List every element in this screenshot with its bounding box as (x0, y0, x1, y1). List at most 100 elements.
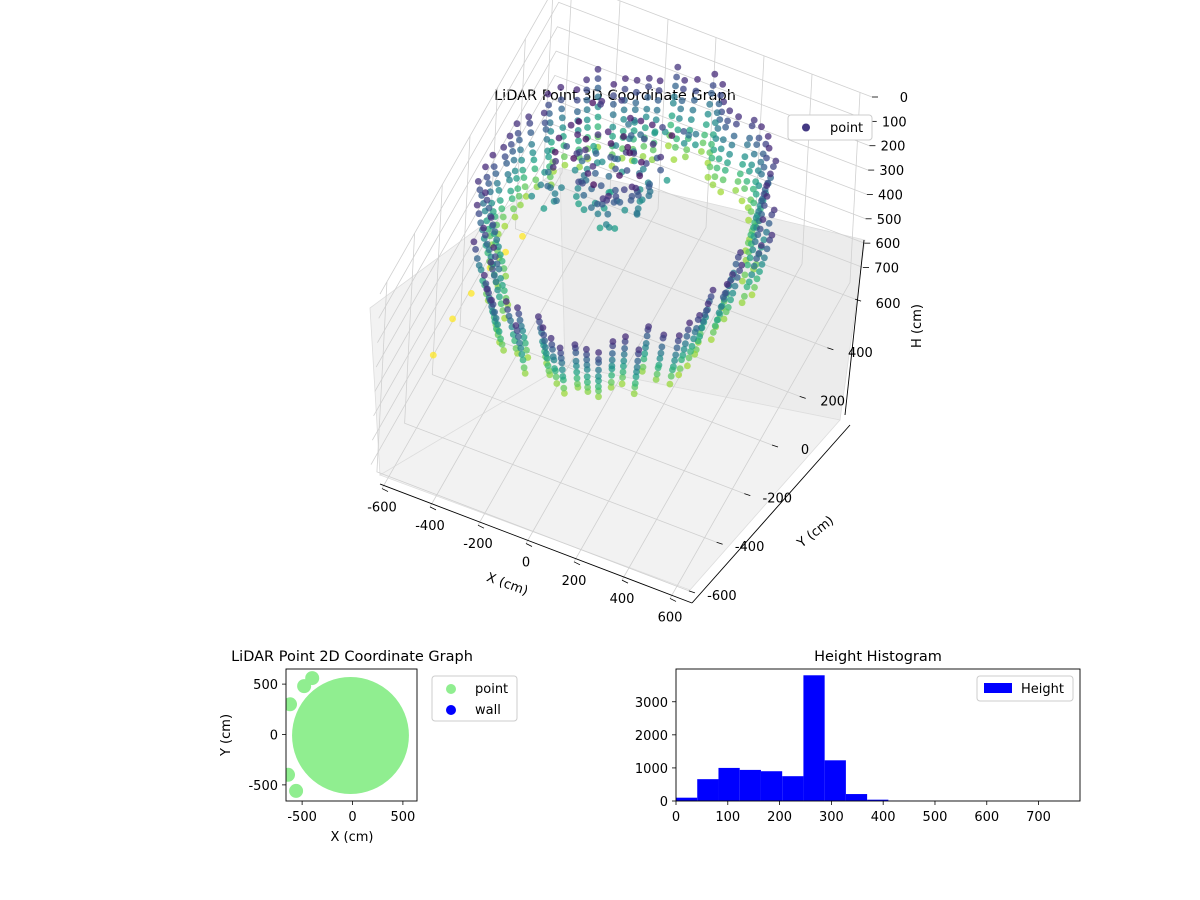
y-tick-label: 500 (253, 678, 278, 693)
data-point (733, 120, 740, 128)
data-point (527, 129, 535, 137)
data-point (552, 157, 559, 165)
data-point (719, 176, 727, 184)
data-point (713, 109, 721, 117)
data-point (583, 76, 590, 84)
data-point (642, 340, 650, 347)
data-point (559, 373, 567, 380)
histogram-tick-labels: 0 100 200 300 400 500 600 700 0 1000 2000 3000 (635, 696, 1051, 825)
data-point (612, 193, 620, 200)
data-point (761, 254, 768, 262)
data-point (687, 348, 694, 355)
x-tick-label: 200 (767, 810, 792, 825)
data-point (680, 85, 687, 93)
data-point (595, 393, 602, 401)
3d-tick-labels: -600 -400 -200 0 200 400 600 -600 -400 -200 0 200 40… (367, 91, 908, 625)
data-point (709, 181, 717, 189)
y-axis-label-2d: Y (cm) (219, 714, 234, 757)
data-point (495, 186, 503, 194)
data-point (508, 195, 516, 203)
data-point (516, 316, 524, 324)
data-point (717, 92, 725, 99)
data-point (758, 211, 765, 218)
legend-box-hist (976, 675, 1074, 702)
data-point (544, 182, 552, 190)
y-tick-mark (799, 396, 806, 399)
data-point (583, 351, 590, 358)
data-point (715, 155, 723, 163)
y-axis-line (691, 424, 851, 604)
x-tick-label: 500 (390, 810, 415, 825)
h-gridline (379, 0, 873, 295)
data-point (558, 184, 565, 192)
x-tick-mark (381, 488, 389, 492)
data-point (619, 127, 627, 135)
data-point (612, 165, 619, 173)
data-point (688, 342, 696, 350)
data-point (673, 73, 680, 81)
x-tick-label: 0 (522, 556, 530, 571)
y-tick-mark (688, 590, 696, 594)
data-point (643, 105, 651, 113)
data-point (698, 148, 705, 155)
data-point (626, 149, 634, 157)
data-point (683, 146, 691, 154)
data-point (666, 380, 674, 388)
data-point (701, 131, 708, 139)
2d-point-cloud (286, 671, 409, 798)
legend-patch-height (984, 683, 1012, 693)
data-point (620, 106, 628, 114)
h-tick-label: 400 (878, 188, 903, 203)
y-tick-label: 0 (801, 443, 809, 458)
data-point (620, 116, 628, 123)
data-point (706, 163, 714, 171)
data-point (753, 141, 761, 149)
data-point (578, 157, 586, 165)
data-point (495, 265, 503, 273)
data-point (519, 356, 527, 364)
x-tick-label: 200 (562, 574, 587, 589)
x-tick-label: 0 (672, 810, 680, 825)
h-tick-label: 700 (874, 262, 899, 277)
x-tick-mark (477, 524, 485, 529)
data-point (487, 258, 495, 266)
data-point (546, 110, 553, 117)
data-point (620, 133, 627, 140)
x-tick-label: 600 (974, 810, 999, 825)
data-point (621, 345, 628, 352)
data-point (519, 166, 527, 174)
data-point (563, 143, 571, 150)
data-point (749, 185, 757, 193)
data-point (669, 366, 676, 374)
data-point (723, 280, 731, 288)
data-point (545, 153, 552, 161)
data-point (744, 141, 751, 149)
data-point (748, 161, 756, 169)
data-point (516, 339, 523, 347)
y-tick-label: 1000 (635, 762, 668, 777)
x-gridline (381, 0, 572, 489)
data-point (772, 157, 780, 165)
data-point (710, 146, 718, 154)
data-point (715, 309, 723, 317)
data-point (755, 134, 763, 142)
data-point (472, 246, 479, 253)
data-point (735, 113, 742, 121)
data-point (544, 362, 552, 369)
x-tick-label: 700 (1026, 810, 1051, 825)
data-point (575, 200, 582, 208)
data-point (764, 133, 772, 140)
data-point (599, 195, 607, 203)
legend-label-wall: wall (475, 703, 501, 718)
data-point (497, 335, 504, 343)
data-point (692, 87, 700, 95)
x-axis-label-3d: X (cm) (484, 570, 530, 599)
data-point (654, 364, 662, 372)
x-tick-mark (573, 561, 581, 566)
data-point (574, 108, 581, 116)
data-point (573, 86, 581, 93)
data-point (557, 83, 565, 91)
data-point (482, 163, 489, 171)
data-point (694, 316, 702, 323)
data-point (583, 373, 591, 381)
